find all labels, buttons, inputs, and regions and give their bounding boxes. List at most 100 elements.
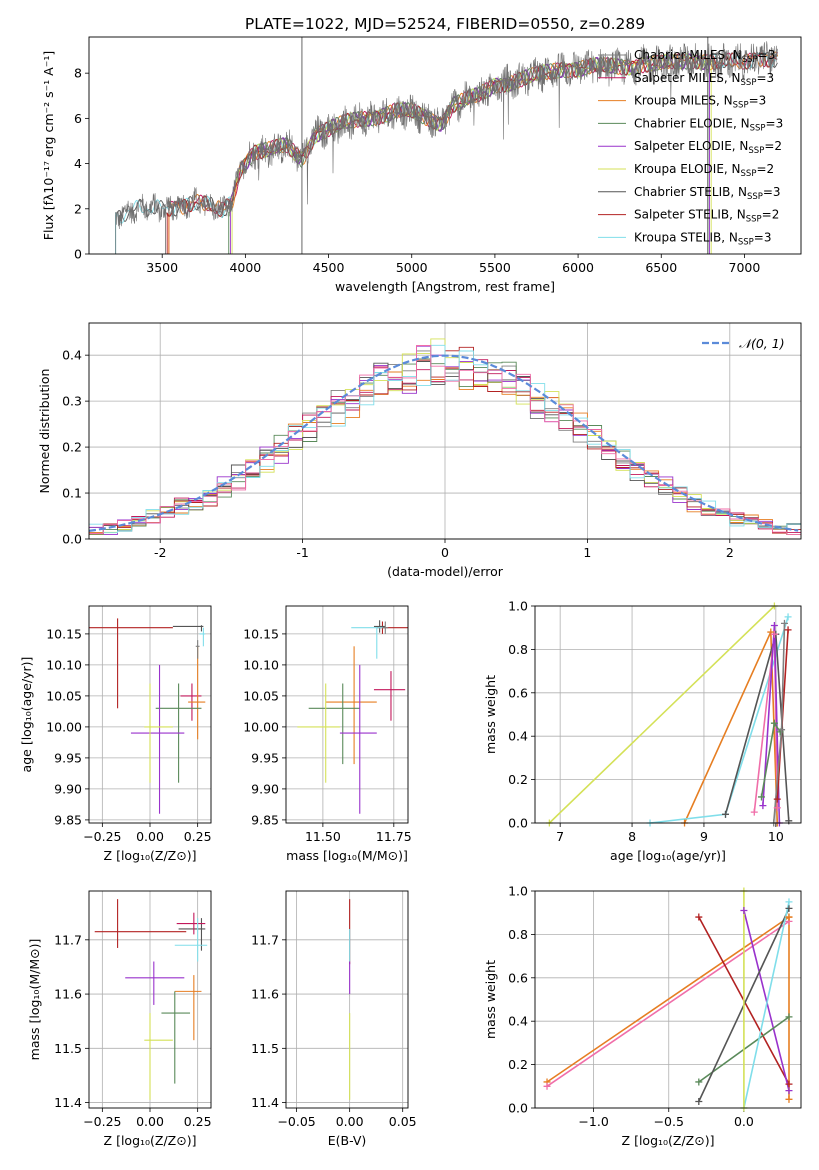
x-tick-label: 0.00 (336, 1114, 364, 1129)
weight-marker (773, 804, 781, 812)
y-tick-label: 0.0 (62, 532, 82, 547)
y-tick-label: 9.85 (251, 812, 279, 827)
x-tick-label: 0.00 (136, 1114, 164, 1129)
axes-frame (88, 322, 802, 540)
y-tick-label: 0.0 (508, 816, 528, 831)
legend-label: 𝒩(0, 1) (739, 336, 785, 351)
x-tick-label: −1.0 (578, 1114, 608, 1129)
weight-line (743, 910, 790, 1091)
x-tick-label: 11.75 (376, 829, 412, 844)
figure-title: PLATE=1022, MJD=52524, FIBERID=0550, z=0… (245, 15, 645, 33)
axes-frame (285, 890, 409, 1109)
x-tick-label: 11.50 (305, 829, 341, 844)
x-tick-label: 6500 (645, 260, 677, 275)
x-tick-label: 8 (628, 829, 636, 844)
y-axis-label: Flux [fλ10⁻¹⁷ erg cm⁻² s⁻¹ A⁻¹] (41, 51, 56, 240)
x-axis-label: age [log₁₀(age/yr)] (610, 848, 726, 863)
y-tick-label: 11.5 (251, 1041, 279, 1056)
weight-marker (543, 1082, 551, 1090)
weight-marker (695, 1097, 703, 1105)
y-tick-label: 0.4 (508, 1014, 528, 1029)
y-tick-label: 10.05 (46, 688, 82, 703)
x-axis-label: Z [log₁₀(Z/Z⊙)] (622, 1133, 715, 1148)
y-axis-label: mass weight (483, 675, 498, 754)
panel-residuals: -2 -1 0 1 2 0.0 0.1 0.2 0.3 0.4 (data-model)/error… (37, 322, 802, 579)
plot-area-weight-vs-Z (546, 891, 790, 1108)
y-tick-label: 10.00 (243, 719, 279, 734)
weight-line (649, 616, 789, 823)
x-tick-label: 5000 (396, 260, 428, 275)
y-tick-label: 9.90 (54, 781, 82, 796)
weight-marker (785, 1080, 793, 1088)
axes-frame (534, 890, 802, 1109)
x-tick-label: 10 (768, 829, 784, 844)
x-tick-label: −0.05 (277, 1114, 315, 1129)
weight-marker (757, 793, 765, 801)
y-tick-label: 0.8 (508, 642, 528, 657)
x-tick-label: 0.00 (136, 829, 164, 844)
y-tick-label: 0.6 (508, 970, 528, 985)
weight-marker (770, 719, 778, 727)
legend-label: Kroupa ELODIE, NSSP=2 (634, 162, 774, 179)
panel-weight-vs-age: 7 8 9 10 0.0 0.2 0.4 0.6 0.8 1.0 age [log₁₀(age/yr… (483, 599, 802, 863)
y-tick-label: 11.6 (54, 987, 82, 1002)
y-tick-label: 9.95 (54, 750, 82, 765)
x-axis-label: E(B-V) (328, 1133, 367, 1148)
y-tick-label: 2 (74, 201, 82, 216)
weight-marker (767, 628, 775, 636)
spectrum-data-line (115, 41, 778, 254)
y-tick-label: 10.10 (46, 657, 82, 672)
panel-mass-vs-Z: −0.25 0.00 0.25 11.4 11.5 11.6 11.7 Z [log₁₀(Z/… (27, 890, 212, 1148)
y-tick-label: 0.3 (62, 394, 82, 409)
x-tick-label: 3500 (146, 260, 178, 275)
histogram-series (89, 345, 801, 535)
plot-area-age-vs-Z (89, 618, 206, 814)
weight-marker (759, 802, 767, 810)
panel-weight-vs-Z: −1.0 −0.5 0.0 0.0 0.2 0.4 0.6 0.8 1.0 Z [log₁₀(Z/… (483, 884, 802, 1148)
weight-marker (785, 913, 793, 921)
plot-area-spectrum (115, 37, 779, 254)
weight-marker (778, 726, 786, 734)
y-axis-label: mass weight (483, 960, 498, 1039)
y-tick-label: 11.4 (54, 1095, 82, 1110)
y-tick-label: 0.0 (508, 1101, 528, 1116)
axes-frame (88, 605, 212, 824)
y-tick-label: 10.10 (243, 657, 279, 672)
weight-marker (695, 1078, 703, 1086)
axes-frame (88, 890, 212, 1109)
plot-area-age-vs-mass (297, 620, 408, 814)
y-axis-label: mass [log₁₀(M/M⊙)] (27, 939, 42, 1061)
x-tick-label: 6000 (562, 260, 594, 275)
x-axis-label: mass [log₁₀(M/M⊙)] (286, 848, 408, 863)
x-tick-label: 0.05 (389, 1114, 417, 1129)
y-tick-label: 6 (74, 111, 82, 126)
x-tick-label: 0.25 (184, 1114, 212, 1129)
y-tick-label: 11.6 (251, 987, 279, 1002)
axes-frame (534, 605, 802, 824)
x-axis-label: wavelength [Angstrom, rest frame] (335, 279, 555, 294)
x-tick-label: 5500 (479, 260, 511, 275)
legend-label: Salpeter MILES, NSSP=3 (634, 71, 774, 88)
x-tick-label: 1 (583, 545, 591, 560)
spectrum-legend: Chabrier MILES, NSSP=3 Salpeter MILES, NS… (598, 48, 783, 247)
y-tick-label: 10.05 (243, 688, 279, 703)
x-axis-label: Z [log₁₀(Z/Z⊙)] (104, 848, 197, 863)
y-tick-label: 11.7 (251, 932, 279, 947)
y-tick-label: 10.00 (46, 719, 82, 734)
weight-marker (785, 1087, 793, 1095)
panel-spectrum: 3500 4000 4500 5000 5500 6000 6500 7000 0 2 4 6 8 wav… (41, 36, 802, 294)
weight-marker (722, 810, 730, 818)
y-tick-label: 9.85 (54, 812, 82, 827)
plot-area-weight-vs-age (548, 606, 790, 823)
y-tick-label: 0.2 (62, 440, 82, 455)
weight-line (546, 916, 790, 1083)
x-tick-label: −0.25 (83, 829, 121, 844)
y-tick-label: 0.2 (508, 772, 528, 787)
y-tick-label: 9.90 (251, 781, 279, 796)
axes-frame (88, 36, 802, 255)
legend-label: Salpeter ELODIE, NSSP=2 (634, 139, 782, 156)
weight-line (546, 920, 790, 1087)
weight-marker (785, 1013, 793, 1021)
legend-label: Kroupa MILES, NSSP=3 (634, 94, 766, 111)
